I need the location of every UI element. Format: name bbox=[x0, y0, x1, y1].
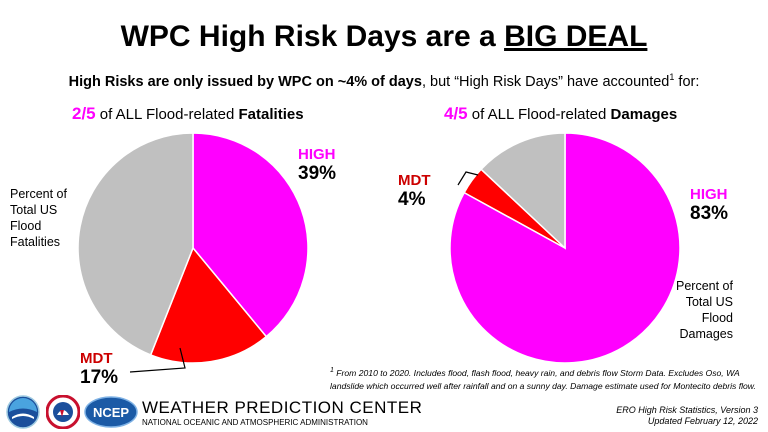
version-info: ERO High Risk Statistics, Version 3 Upda… bbox=[616, 405, 758, 427]
subtitle-rest: , but “High Risk Days” have accounted bbox=[421, 73, 670, 90]
chart-2-mdt-label: MDT 4% bbox=[398, 172, 431, 211]
chart-1-mdt-leader-line bbox=[129, 347, 186, 373]
chart-2-note-line: Total US bbox=[685, 295, 733, 309]
footnote: 1 From 2010 to 2020. Includes flood, fla… bbox=[330, 364, 760, 393]
noaa-logo bbox=[6, 395, 40, 429]
footer-agency-name: NATIONAL OCEANIC AND ATMOSPHERIC ADMINIS… bbox=[142, 418, 368, 427]
chart-2-high-name: HIGH bbox=[690, 186, 728, 203]
chart-1-title: 2/5 of ALL Flood-related Fatalities bbox=[72, 104, 304, 124]
chart-1-title-text: of ALL Flood-related bbox=[95, 106, 239, 123]
chart-2-note-line: Percent of bbox=[676, 279, 733, 293]
chart-2-mdt-pct: 4% bbox=[398, 189, 426, 211]
chart-2-mdt-name: MDT bbox=[398, 172, 431, 189]
pie-charts bbox=[77, 132, 681, 373]
chart-1-slice-high bbox=[192, 132, 309, 338]
subtitle: High Risks are only issued by WPC on ~4%… bbox=[0, 72, 768, 90]
chart-2-note-line: Damages bbox=[679, 327, 733, 341]
version-line: ERO High Risk Statistics, Version 3 bbox=[616, 405, 758, 415]
chart-2-note: Percent of Total US Flood Damages bbox=[676, 278, 733, 342]
chart-2-title-bold: Damages bbox=[610, 106, 678, 123]
chart-2-mdt-leader-line bbox=[457, 171, 479, 186]
chart-2-high-pct: 83% bbox=[690, 203, 729, 225]
chart-1-note: Percent of Total US Flood Fatalities bbox=[10, 186, 67, 250]
chart-1-note-line: Fatalities bbox=[10, 235, 61, 249]
subtitle-bold: High Risks are only issued by WPC on ~4%… bbox=[68, 73, 422, 90]
chart-1-mdt-label: MDT 17% bbox=[80, 350, 118, 389]
chart-2-note-line: Flood bbox=[701, 311, 733, 325]
chart-1-slice-mdt bbox=[149, 246, 268, 364]
title-emphasis: BIG DEAL bbox=[504, 20, 648, 53]
chart-1-high-pct: 39% bbox=[298, 163, 337, 185]
chart-1-mdt-pct: 17% bbox=[80, 367, 119, 389]
chart-1-note-line: Percent of bbox=[10, 187, 67, 201]
chart-1-mdt-name: MDT bbox=[80, 350, 113, 367]
chart-2-slice-other bbox=[480, 132, 566, 250]
ncep-logo: NCEP bbox=[84, 396, 138, 428]
footnote-text: From 2010 to 2020. Includes flood, flash… bbox=[330, 367, 756, 391]
chart-2-high-label: HIGH 83% bbox=[690, 186, 728, 225]
subtitle-footnote-marker: 1 bbox=[669, 72, 675, 82]
footer-center-name: WEATHER PREDICTION CENTER bbox=[142, 398, 423, 417]
svg-text:NCEP: NCEP bbox=[93, 405, 129, 420]
page-title: WPC High Risk Days are a BIG DEAL bbox=[0, 20, 768, 54]
chart-2-title-text: of ALL Flood-related bbox=[467, 106, 611, 123]
nws-logo bbox=[46, 395, 80, 429]
version-date: Updated February 12, 2022 bbox=[647, 416, 758, 426]
chart-1-slice-other bbox=[77, 132, 194, 356]
chart-1-high-label: HIGH 39% bbox=[298, 146, 336, 185]
chart-1-title-bold: Fatalities bbox=[238, 106, 304, 123]
chart-1-note-line: Total US bbox=[10, 203, 58, 217]
chart-1-fraction: 2/5 bbox=[72, 104, 96, 123]
title-prefix: WPC High Risk Days are a bbox=[120, 20, 505, 53]
chart-1-note-line: Flood bbox=[10, 219, 42, 233]
footnote-marker: 1 bbox=[330, 367, 334, 374]
chart-2-title: 4/5 of ALL Flood-related Damages bbox=[444, 104, 677, 124]
chart-2-fraction: 4/5 bbox=[444, 104, 468, 123]
chart-1-high-name: HIGH bbox=[298, 146, 336, 163]
subtitle-end: for: bbox=[674, 73, 700, 90]
